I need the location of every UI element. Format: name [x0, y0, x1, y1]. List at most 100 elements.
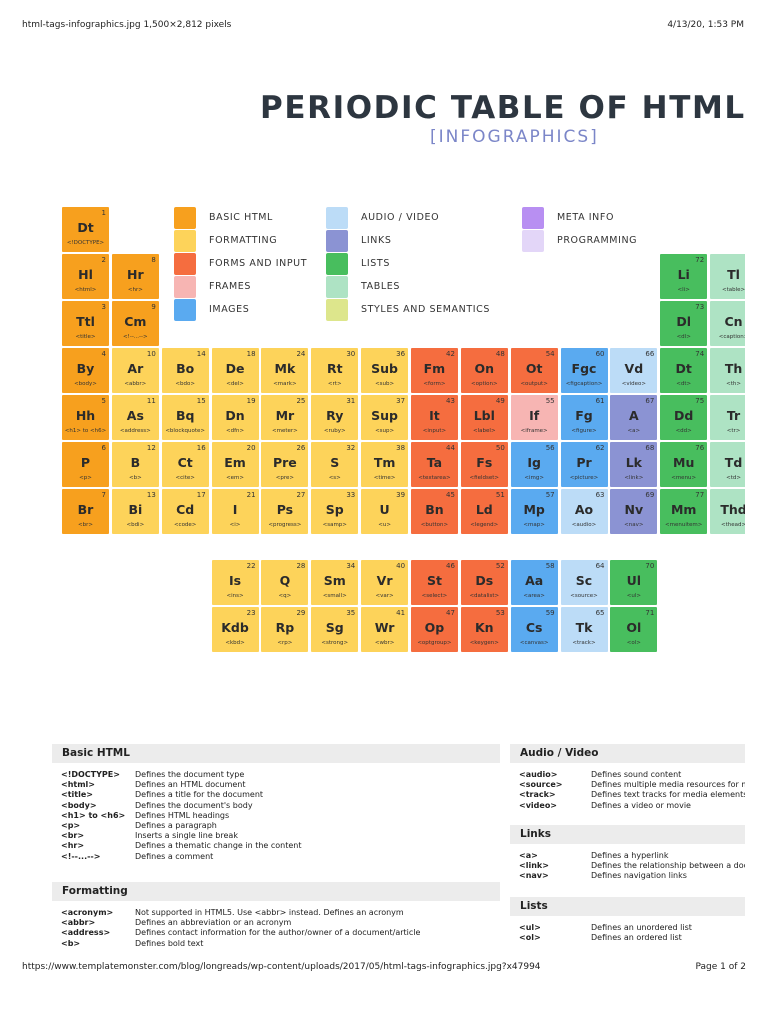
element-number: 1 — [101, 209, 106, 217]
element-symbol: Mr — [275, 408, 295, 423]
element-cell: Nv 69 <nav> — [610, 489, 658, 534]
element-cell: It 43 <input> — [410, 395, 458, 440]
entry-description: Defines the document's body — [135, 800, 253, 810]
element-tag: <!DOCTYPE> — [66, 240, 105, 246]
element-symbol: Ct — [177, 455, 193, 470]
element-number: 65 — [595, 609, 605, 617]
element-tag: <dt> — [676, 381, 692, 387]
element-tag: <form> — [423, 381, 446, 387]
element-symbol: P — [80, 455, 91, 470]
element-cell: Ld 51 <legend> — [460, 489, 508, 534]
element-tag: <fieldset> — [469, 475, 500, 481]
entry-tag: <abbr> — [61, 918, 96, 928]
entry-tag: <body> — [61, 800, 97, 810]
element-symbol: Ry — [326, 408, 344, 423]
element-tag: <cite> — [175, 475, 195, 481]
element-number: 32 — [346, 444, 356, 452]
element-symbol: Thd — [720, 502, 745, 517]
element-symbol: Vr — [376, 573, 393, 588]
element-number: 35 — [346, 609, 356, 617]
element-tag: <mark> — [273, 381, 297, 387]
element-symbol: Fg — [575, 408, 593, 423]
element-cell: Aa 58 <area> — [510, 560, 558, 605]
element-tag: <u> — [378, 522, 391, 528]
element-symbol: Li — [677, 267, 690, 282]
element-cell: Bq 15 <blockquote> — [161, 395, 209, 440]
element-number: 3 — [101, 303, 106, 311]
element-tag: <menu> — [671, 475, 697, 481]
element-number: 40 — [396, 562, 406, 570]
element-tag: <kbd> — [225, 640, 245, 646]
element-cell: Kn 53 <keygen> — [460, 607, 508, 652]
element-number: 24 — [296, 350, 306, 358]
element-tag: <thead> — [720, 522, 745, 528]
element-tag: <table> — [721, 287, 745, 293]
element-symbol: Bn — [425, 502, 444, 517]
element-cell: Li 72 <li> — [660, 254, 708, 299]
infographic: PERIODIC TABLE OF HTML TAGS [INFOGRAPHIC… — [0, 40, 745, 946]
element-cell: Ol 71 <ol> — [610, 607, 658, 652]
element-symbol: Sup — [371, 408, 399, 423]
element-tag: <ul> — [626, 593, 641, 599]
element-tag: <i> — [229, 522, 241, 528]
element-tag: <h1> to <h6> — [64, 428, 107, 434]
element-number: 5 — [101, 397, 106, 405]
element-tag: <caption> — [718, 334, 745, 340]
entry-tag: <b> — [61, 938, 81, 946]
element-number: 4 — [101, 350, 106, 358]
entry-description: Defines the relationship between a docum… — [591, 861, 745, 871]
element-number: 77 — [695, 491, 705, 499]
element-cell: Sg 35 <strong> — [311, 607, 359, 652]
legend-label: FORMS AND INPUT — [209, 258, 308, 269]
entry-tag: <ol> — [519, 933, 541, 943]
element-symbol: Dl — [676, 314, 692, 329]
element-tag: <small> — [322, 593, 347, 599]
element-tag: <figcaption> — [565, 381, 603, 387]
element-number: 54 — [545, 350, 555, 358]
element-number: 9 — [151, 303, 156, 311]
element-tag: <sub> — [375, 381, 395, 387]
element-tag: <keygen> — [469, 640, 499, 646]
element-cell: Td <td> — [710, 442, 745, 487]
element-symbol: Tr — [726, 408, 741, 423]
element-tag: <textarea> — [418, 475, 451, 481]
element-number: 58 — [545, 562, 555, 570]
element-number: 73 — [695, 303, 705, 311]
element-tag: <title> — [75, 334, 96, 340]
element-cell: Dt 1 <!DOCTYPE> — [62, 207, 109, 252]
entry-description: Defines a hyperlink — [591, 851, 669, 860]
element-symbol: Vd — [624, 361, 644, 376]
element-cell: Bi 13 <bdi> — [111, 489, 159, 534]
element-tag: <input> — [422, 428, 447, 434]
element-number: 71 — [645, 609, 655, 617]
entry-tag: <a> — [519, 851, 538, 860]
element-number: 37 — [396, 397, 406, 405]
element-tag: <dd> — [675, 428, 692, 434]
element-cell: On 48 <option> — [460, 348, 508, 393]
entry-tag: <nav> — [519, 871, 549, 881]
element-symbol: Kn — [475, 620, 494, 635]
element-symbol: Mm — [670, 502, 697, 517]
element-symbol: Fs — [476, 455, 493, 470]
element-cell: Fg 61 <figure> — [560, 395, 608, 440]
element-tag: <p> — [79, 475, 92, 481]
element-symbol: A — [629, 408, 639, 423]
legend-label: PROGRAMMING — [557, 235, 638, 246]
element-tag: <a> — [627, 428, 641, 434]
element-cell: If 55 <iframe> — [510, 395, 558, 440]
legend-label: META INFO — [557, 212, 615, 223]
element-number: 50 — [495, 444, 505, 452]
element-number: 68 — [645, 444, 655, 452]
element-tag: <td> — [726, 475, 741, 481]
element-symbol: Em — [224, 455, 246, 470]
element-symbol: Sub — [371, 361, 399, 376]
legend-label: IMAGES — [209, 304, 250, 315]
element-tag: <ins> — [226, 593, 244, 599]
entry-description: Defines HTML headings — [135, 810, 230, 820]
element-tag: <link> — [624, 475, 644, 481]
entry-tag: <hr> — [61, 841, 85, 851]
element-number: 12 — [146, 444, 156, 452]
element-tag: <label> — [473, 428, 496, 434]
entry-tag: <ul> — [519, 923, 541, 932]
element-number: 20 — [246, 444, 256, 452]
